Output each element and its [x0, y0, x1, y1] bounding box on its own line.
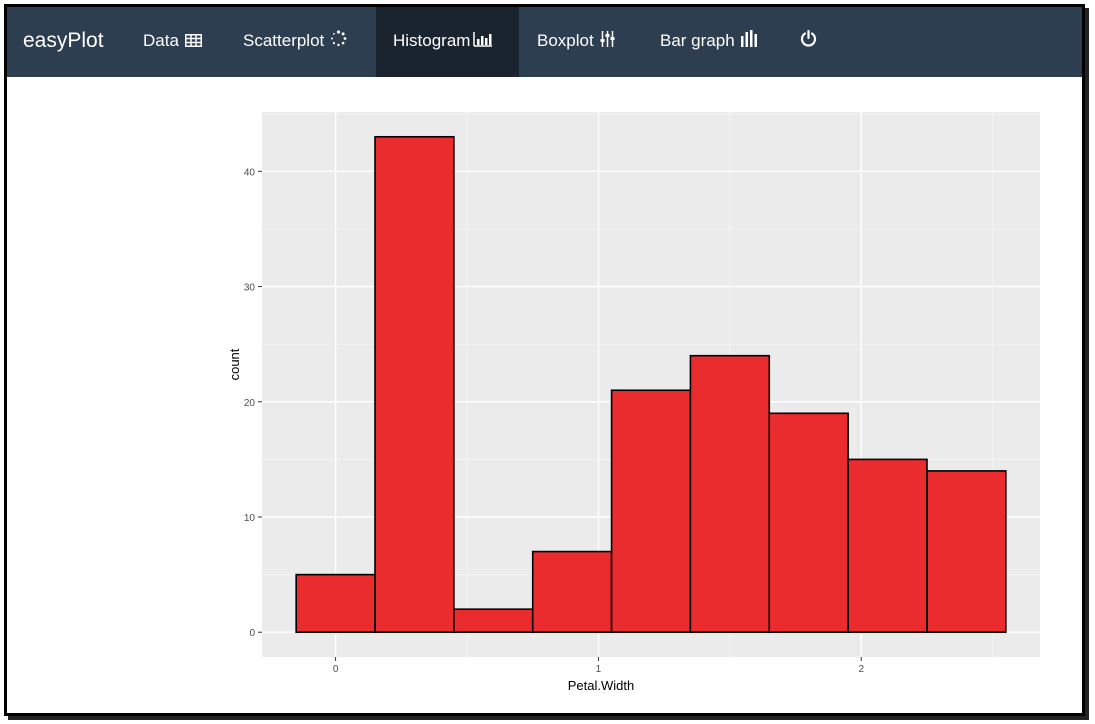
histogram-bar: [689, 354, 771, 634]
bars-icon: [740, 8, 757, 76]
scatter-spinner-icon: [330, 8, 347, 76]
sliders-icon: [600, 8, 615, 76]
y-tick-label: 40: [244, 167, 256, 178]
histogram-bar: [926, 470, 1007, 634]
x-tick-label: 1: [596, 664, 602, 675]
navbar: easyPlot Data Scatterplot Histogram Boxp…: [7, 7, 1082, 77]
x-tick-label: 2: [858, 664, 864, 675]
y-axis-label: count: [227, 348, 242, 380]
nav-power[interactable]: [800, 7, 817, 77]
y-tick-label: 0: [249, 628, 255, 639]
table-icon: [184, 8, 202, 76]
y-tick-label: 10: [244, 513, 256, 524]
nav-scatterplot[interactable]: Scatterplot: [243, 7, 347, 77]
histogram-bar: [374, 135, 455, 634]
y-axis: 0 10 20 30 40: [244, 167, 262, 639]
bar-chart-icon: [473, 8, 493, 76]
nav-bar-graph[interactable]: Bar graph: [660, 7, 757, 77]
x-axis-label: Petal.Width: [568, 678, 634, 693]
nav-histogram-label: Histogram: [393, 31, 471, 50]
power-icon: [800, 8, 817, 76]
histogram-bar: [295, 573, 376, 634]
histogram-bar: [531, 550, 613, 634]
x-axis: 0 1 2: [333, 657, 864, 675]
y-tick-label: 30: [244, 283, 256, 294]
app-window: easyPlot Data Scatterplot Histogram Boxp…: [4, 4, 1085, 716]
brand[interactable]: easyPlot: [23, 29, 104, 52]
nav-boxplot[interactable]: Boxplot: [537, 7, 615, 77]
nav-bar-graph-label: Bar graph: [660, 31, 735, 50]
y-tick-label: 20: [244, 398, 256, 409]
nav-data-label: Data: [143, 31, 179, 50]
nav-boxplot-label: Boxplot: [537, 31, 594, 50]
nav-histogram[interactable]: Histogram: [376, 7, 519, 77]
x-tick-label: 0: [333, 664, 339, 675]
histogram-bars: [295, 135, 1007, 634]
histogram-bar: [847, 458, 928, 634]
histogram-chart: 0 10 20 30 40 0 1 2 Petal.Width count: [227, 112, 1040, 693]
histogram-bar: [453, 608, 534, 634]
histogram-bar: [610, 389, 692, 634]
nav-data[interactable]: Data: [143, 7, 202, 77]
histogram-bar: [768, 412, 849, 634]
nav-scatterplot-label: Scatterplot: [243, 31, 325, 50]
